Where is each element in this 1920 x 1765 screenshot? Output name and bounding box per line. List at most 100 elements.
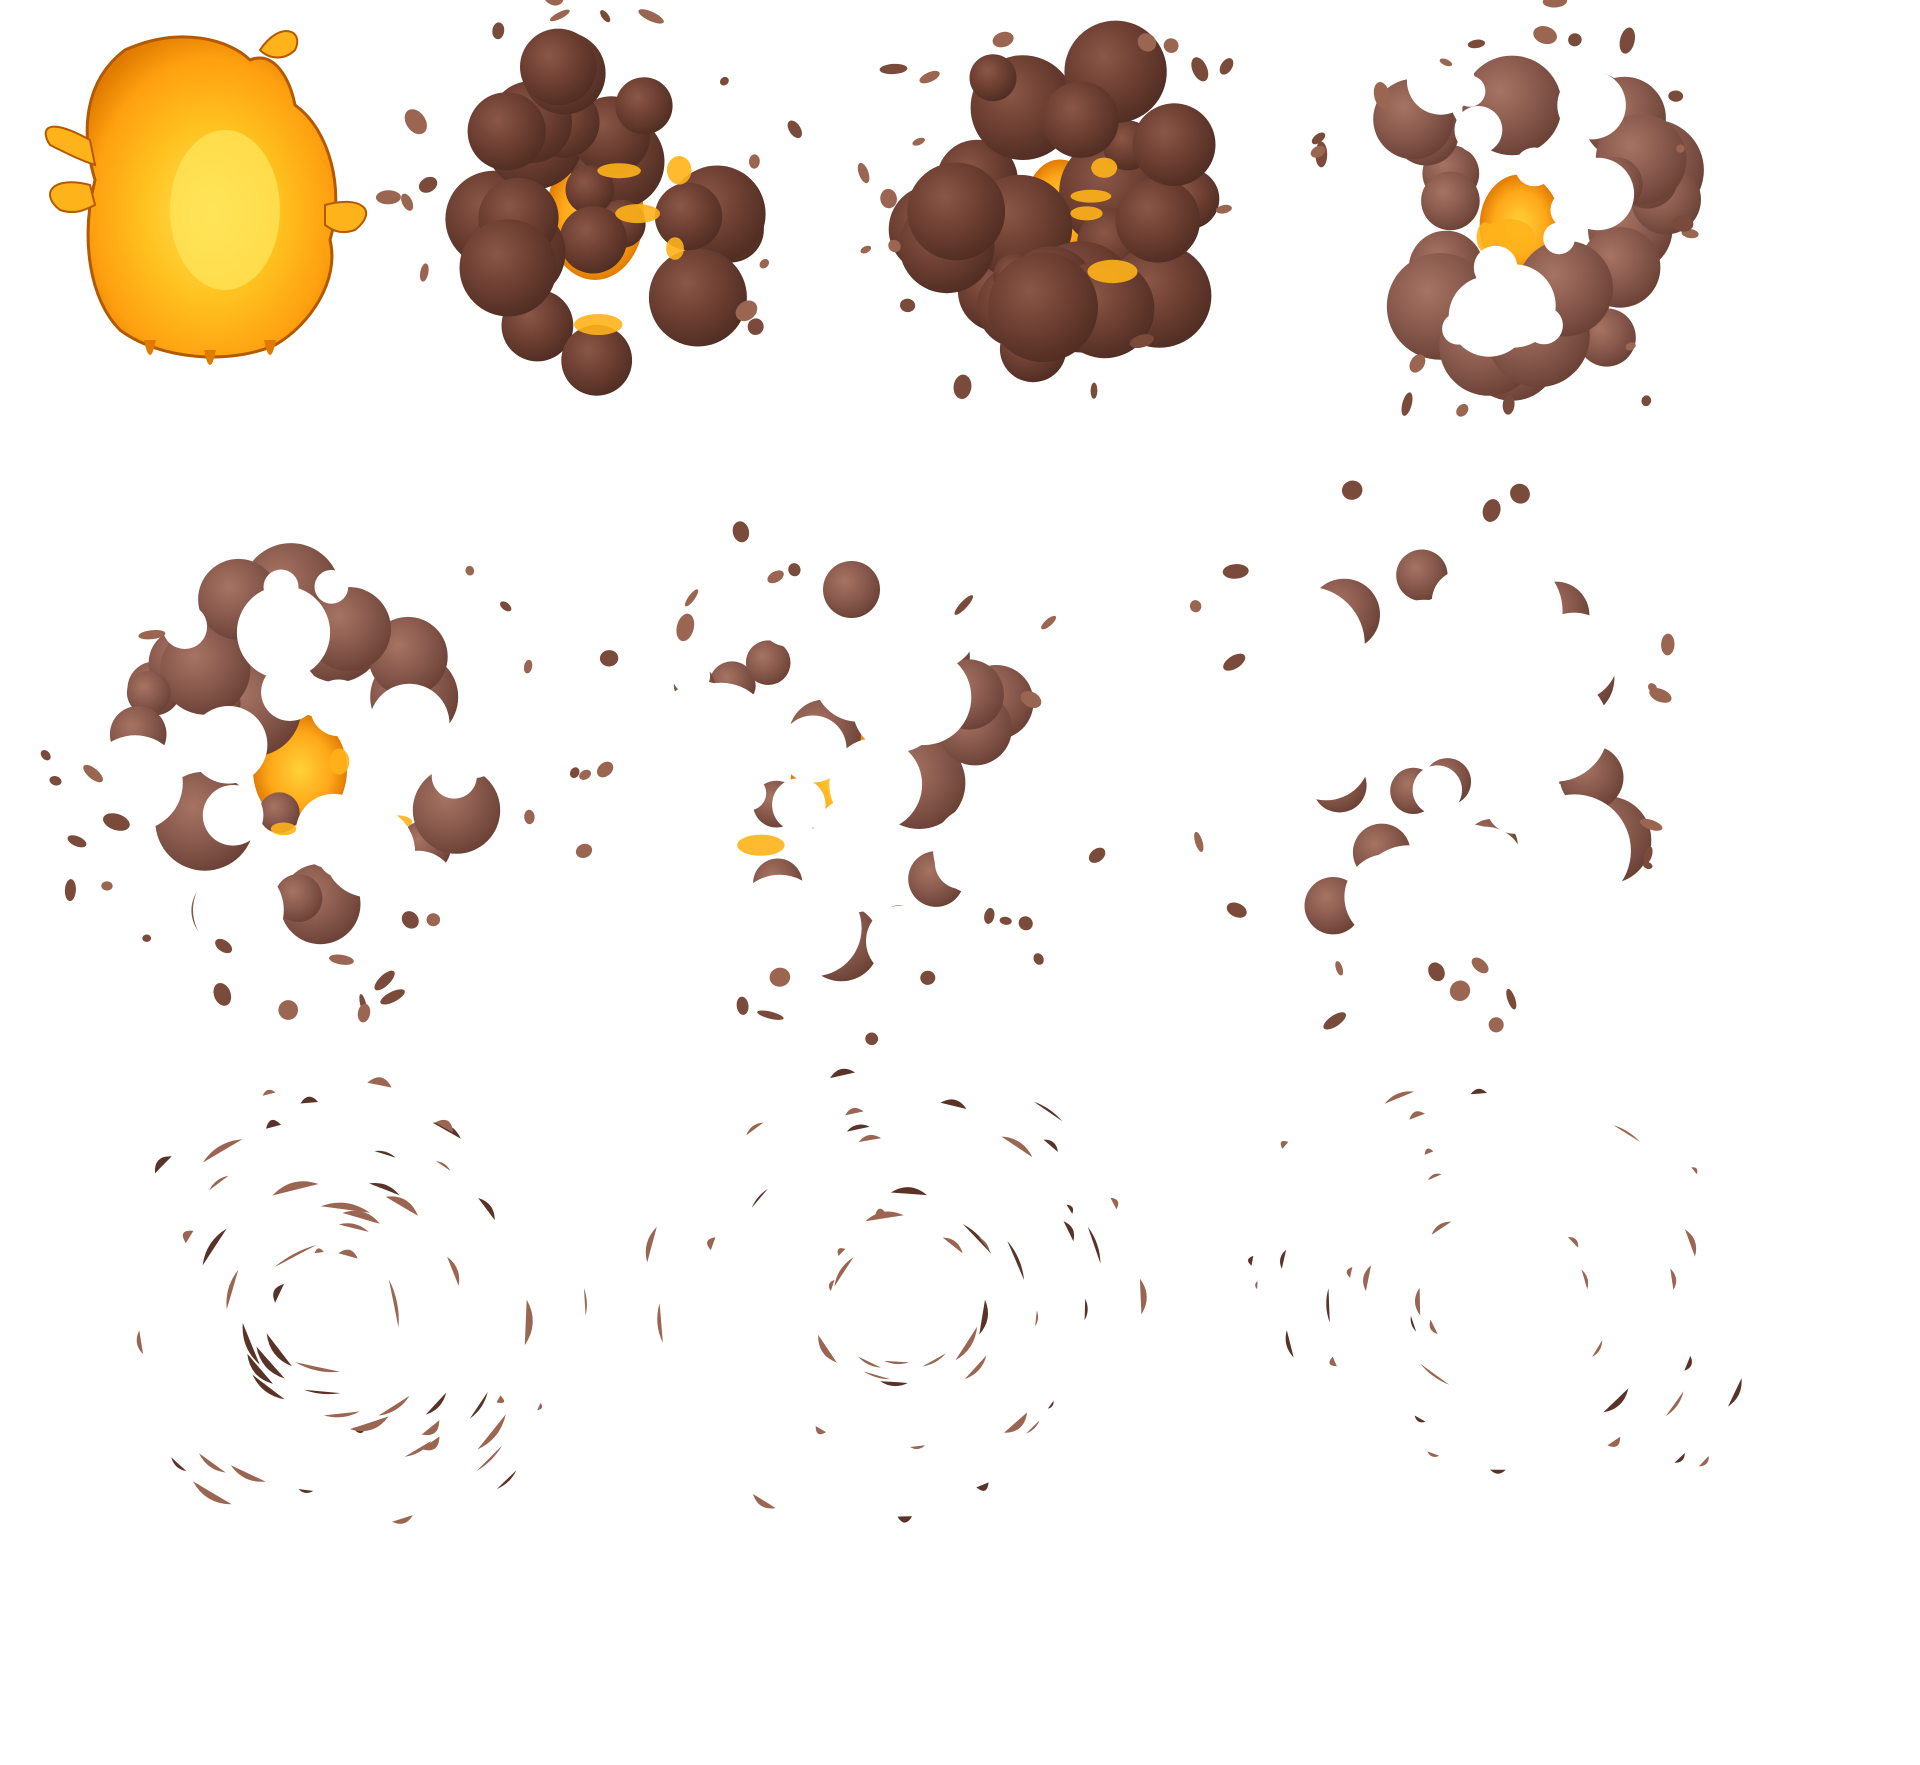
- debris-chunk: [1088, 847, 1106, 863]
- debris-sliver: [476, 1445, 503, 1471]
- fire-glimpse: [737, 834, 785, 856]
- fire-glimpse: [1091, 157, 1118, 178]
- debris-chunk: [953, 374, 972, 399]
- smoke-puff: [988, 252, 1098, 363]
- debris-sliver: [1698, 1455, 1709, 1467]
- fire-glimpse: [1087, 259, 1138, 284]
- fire-glimpse: [1482, 218, 1535, 255]
- dissolve-hole: [1454, 75, 1486, 107]
- debris-chunk: [676, 613, 695, 642]
- debris-sliver: [385, 1196, 418, 1216]
- debris-sliver: [1033, 1101, 1063, 1122]
- debris-sliver: [830, 1068, 856, 1079]
- debris-sliver: [242, 1323, 260, 1365]
- debris-sliver: [447, 1256, 460, 1286]
- debris-sliver: [922, 1353, 946, 1367]
- smoke-puff: [565, 165, 615, 215]
- dissolve-hole: [1454, 105, 1503, 154]
- fire-glimpse: [574, 314, 623, 335]
- frames-layer: [40, 0, 1742, 1524]
- debris-sliver: [303, 1389, 341, 1395]
- debris-chunk: [492, 22, 505, 40]
- debris-chunk: [1341, 480, 1363, 500]
- dissolve-hole: [732, 776, 767, 811]
- debris-chunk: [1661, 633, 1675, 656]
- dissolve-hole: [1550, 191, 1589, 229]
- dissolve-hole: [934, 835, 989, 890]
- debris-sliver: [942, 1237, 963, 1254]
- debris-sliver: [1414, 1287, 1421, 1316]
- debris-chunk: [426, 913, 441, 927]
- fire-glimpse: [1476, 222, 1495, 253]
- smoke-puff: [745, 640, 791, 685]
- debris-sliver: [645, 1226, 657, 1263]
- debris-sliver: [1424, 1148, 1434, 1155]
- debris-sliver: [434, 1119, 454, 1133]
- debris-chunk: [569, 767, 580, 779]
- debris-sliver: [230, 1465, 266, 1482]
- debris-sliver: [338, 1249, 358, 1259]
- debris-sliver: [1607, 1436, 1621, 1447]
- debris-sliver: [202, 1139, 243, 1163]
- debris-chunk: [1542, 0, 1568, 8]
- debris-chunk: [1619, 27, 1636, 54]
- debris-sliver: [262, 1089, 276, 1096]
- smoke-puff: [969, 54, 1017, 102]
- debris-sliver: [1410, 1315, 1417, 1332]
- debris-chunk: [380, 989, 405, 1005]
- debris-chunk: [1129, 334, 1154, 349]
- debris-chunk: [375, 190, 401, 205]
- debris-sliver: [863, 1371, 891, 1380]
- dissolve-hole: [1518, 794, 1631, 908]
- smoke-puff: [615, 77, 673, 135]
- debris-chunk: [465, 565, 475, 576]
- debris-sliver: [374, 1150, 396, 1158]
- dissolve-hole: [1543, 222, 1575, 255]
- debris-sliver: [421, 1436, 440, 1451]
- debris-sliver: [815, 1426, 827, 1435]
- debris-sliver: [351, 1214, 376, 1223]
- debris-chunk: [1409, 354, 1426, 373]
- debris-sliver: [584, 1288, 587, 1316]
- debris-sliver: [537, 1402, 543, 1411]
- smoke-puff: [412, 766, 501, 854]
- debris-chunk: [103, 813, 130, 831]
- debris-sliver: [707, 1237, 716, 1251]
- debris-sliver: [1280, 1140, 1289, 1149]
- dissolve-hole: [1412, 765, 1463, 815]
- debris-sliver: [1470, 1088, 1487, 1095]
- fire-glimpse: [1070, 189, 1112, 203]
- debris-chunk: [541, 0, 564, 6]
- debris-chunk: [1428, 962, 1445, 982]
- debris-sliver: [182, 1230, 194, 1244]
- debris-sliver: [338, 1223, 369, 1232]
- debris-sliver: [828, 1279, 835, 1292]
- debris-sliver: [369, 1182, 400, 1196]
- debris-sliver: [1603, 1388, 1629, 1413]
- debris-sliver: [1035, 1310, 1039, 1327]
- debris-chunk: [1471, 957, 1489, 974]
- fire-glimpse: [666, 237, 684, 260]
- debris-sliver: [753, 1494, 776, 1509]
- debris-sliver: [1001, 1136, 1033, 1158]
- debris-sliver: [818, 1334, 837, 1363]
- debris-chunk: [1335, 961, 1344, 976]
- smoke-puff: [654, 182, 723, 251]
- debris-chunk: [888, 239, 901, 253]
- debris-sliver: [1490, 1469, 1506, 1474]
- debris-sliver: [962, 1224, 992, 1254]
- dissolve-hole: [759, 590, 816, 647]
- debris-chunk: [1676, 144, 1685, 153]
- debris-sliver: [1007, 1240, 1025, 1281]
- debris-chunk: [213, 982, 232, 1006]
- debris-sliver: [349, 1416, 389, 1432]
- dissolve-hole: [162, 604, 208, 649]
- smoke-puff: [459, 219, 557, 317]
- debris-sliver: [1139, 1278, 1147, 1315]
- debris-chunk: [984, 907, 995, 924]
- debris-chunk: [992, 31, 1014, 48]
- debris-chunk: [1323, 1012, 1346, 1030]
- debris-sliver: [1285, 1330, 1294, 1358]
- debris-chunk: [1020, 690, 1042, 709]
- dissolve-hole: [1476, 737, 1560, 821]
